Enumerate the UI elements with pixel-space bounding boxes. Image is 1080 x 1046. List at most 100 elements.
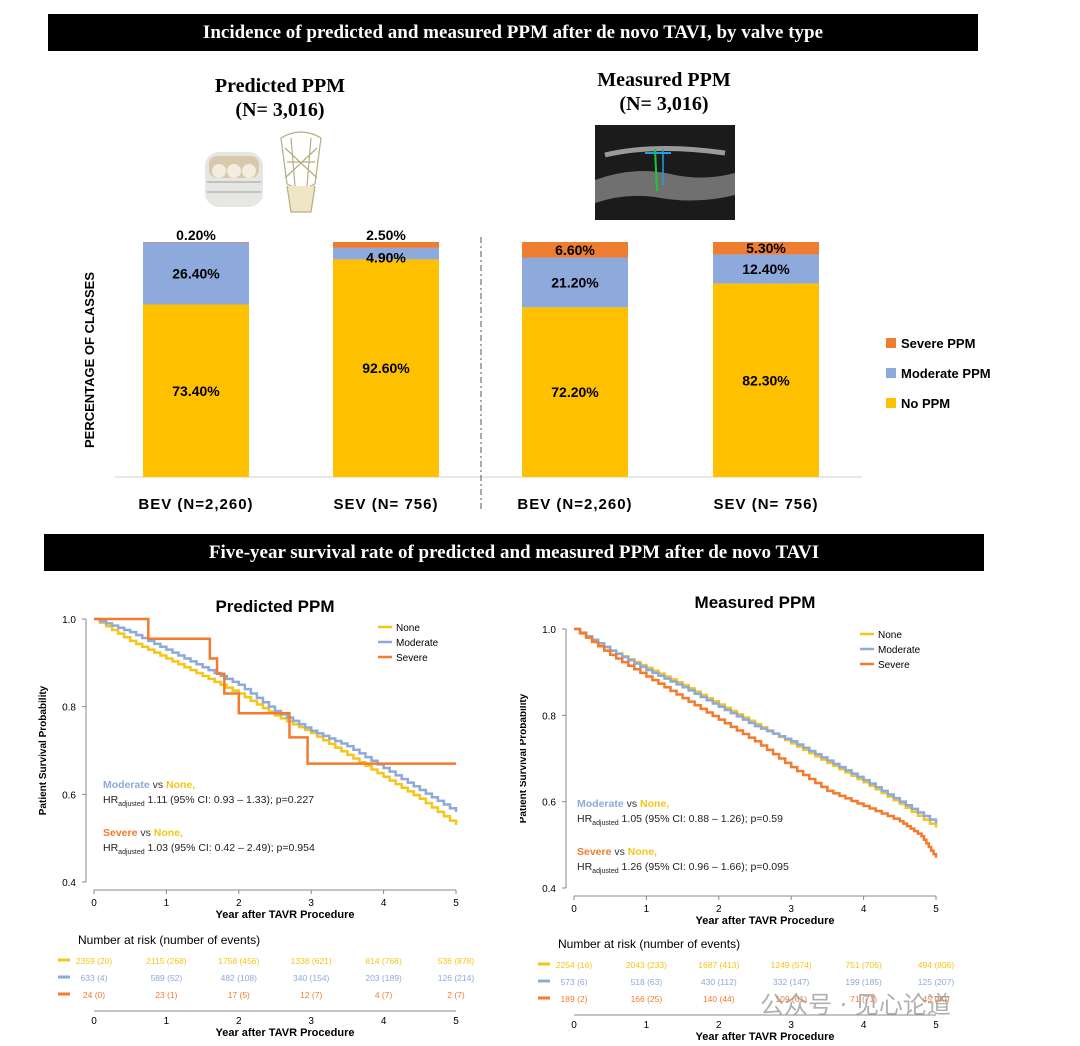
km-x-tick-5: 5 — [933, 904, 939, 915]
bar-label-no-ppm-1: 92.60% — [362, 360, 410, 376]
risk-cell-severe-5: 45 (80) — [923, 994, 950, 1004]
annotation-hr: HR — [103, 842, 119, 854]
km-x-tick-0: 0 — [571, 904, 577, 915]
risk-cell-moderate-5: 125 (207) — [918, 977, 955, 987]
risk-cell-moderate-1: 589 (52) — [151, 973, 183, 983]
km-legend-label-moderate: Moderate — [878, 645, 921, 656]
bar-no-ppm-2 — [522, 307, 628, 477]
annotation-vs: vs — [150, 779, 166, 791]
annotation-hr: HR — [577, 861, 593, 873]
km-series-severe — [94, 617, 456, 765]
km-x-tick-3: 3 — [788, 904, 794, 915]
risk-x-tick-4: 4 — [381, 1016, 387, 1027]
km-series-moderate — [574, 627, 938, 824]
bar-moderate-ppm-2 — [522, 257, 628, 308]
km-y-tick-3: 1.0 — [542, 625, 556, 636]
annotation-head: Moderate — [577, 798, 624, 810]
km-chart-predicted: Predicted PPM 0.4 0.6 0.8 1.0 0 1 2 3 4 5 Year afte… — [38, 597, 475, 1039]
annotation-hr-sub: adjusted — [592, 868, 619, 875]
annotation-vs: vs — [137, 827, 153, 839]
bar-severe-ppm-1 — [333, 242, 439, 248]
risk-cell-severe-1: 166 (25) — [631, 994, 663, 1004]
risk-x-tick-5: 5 — [933, 1020, 939, 1031]
km-x-axis-label: Year after TAVR Procedure — [696, 915, 835, 927]
watermark: 公众号 · 见心论道 — [760, 991, 951, 1019]
bar-no-ppm-1 — [333, 259, 439, 477]
km-y-axis-label: Patient Survival Probability — [38, 685, 49, 815]
km-annotation-2-line1: Severe vs None, — [577, 846, 657, 858]
measured-title: Measured PPM (N= 3,016) — [564, 68, 764, 116]
km-annotation-1-line1: Moderate vs None, — [577, 798, 669, 810]
bar-label-moderate-ppm-1: 4.90% — [366, 250, 406, 266]
risk-cell-severe-4: 4 (7) — [375, 990, 393, 1000]
km-y-axis-label: Patient Survival Probability — [520, 693, 529, 823]
bar-category-label-0: BEV (N=2,260) — [138, 496, 253, 513]
risk-cell-moderate-4: 199 (185) — [845, 977, 882, 987]
risk-cell-severe-1: 23 (1) — [155, 990, 177, 1000]
annotation-hr: HR — [103, 794, 119, 806]
header-banner-incidence: Incidence of predicted and measured PPM … — [48, 14, 978, 51]
annotation-head: Severe — [577, 846, 612, 858]
annotation-vs: vs — [611, 846, 627, 858]
risk-x-tick-0: 0 — [91, 1016, 97, 1027]
risk-cell-moderate-5: 126 (214) — [438, 973, 475, 983]
annotation-ref: None, — [628, 846, 657, 858]
risk-cell-none-2: 1687 (413) — [698, 960, 739, 970]
risk-cell-moderate-0: 633 (4) — [81, 973, 108, 983]
stacked-bar-chart: PERCENTAGE OF CLASSES 73.40% 26.40% 0.20% B… — [82, 227, 991, 513]
km-x-tick-0: 0 — [91, 898, 97, 909]
km-annotation-1-line2: HRadjusted 1.05 (95% CI: 0.88 – 1.26); p… — [577, 813, 783, 827]
risk-x-axis-label: Year after TAVR Procedure — [696, 1031, 835, 1040]
risk-cell-severe-3: 12 (7) — [300, 990, 322, 1000]
annotation-head: Severe — [103, 827, 138, 839]
km-y-tick-1: 0.6 — [62, 790, 76, 801]
risk-cell-none-4: 814 (768) — [365, 956, 402, 966]
bar-label-no-ppm-0: 73.40% — [172, 383, 220, 399]
risk-cell-none-3: 1249 (574) — [771, 960, 812, 970]
risk-cell-none-5: 536 (878) — [438, 956, 475, 966]
km-series-moderate — [94, 617, 458, 812]
bar-category-label-2: BEV (N=2,260) — [517, 496, 632, 513]
predicted-title-text: Predicted PPM — [214, 75, 346, 97]
bar-category-label-1: SEV (N= 756) — [334, 496, 439, 513]
risk-x-tick-1: 1 — [644, 1020, 650, 1031]
self-expanding-valve-image — [280, 131, 322, 213]
annotation-vs: vs — [624, 798, 640, 810]
risk-cell-moderate-2: 482 (108) — [221, 973, 258, 983]
risk-cell-none-4: 751 (706) — [845, 960, 882, 970]
risk-cell-severe-5: 2 (7) — [447, 990, 465, 1000]
km-legend-label-severe: Severe — [878, 660, 910, 671]
bar-category-label-3: SEV (N= 756) — [714, 496, 819, 513]
risk-cell-severe-0: 189 (2) — [561, 994, 588, 1004]
risk-x-tick-1: 1 — [164, 1016, 170, 1027]
risk-x-axis-label: Year after TAVR Procedure — [216, 1027, 355, 1039]
bar-marks: 73.40% 26.40% 0.20% BEV (N=2,260) 92.60% 4.90… — [138, 227, 819, 513]
bar-label-severe-ppm-3: 5.30% — [746, 240, 786, 256]
bar-y-axis-label: PERCENTAGE OF CLASSES — [82, 272, 97, 448]
km-y-tick-1: 0.6 — [542, 798, 556, 809]
bar-severe-ppm-2 — [522, 242, 628, 258]
bar-label-moderate-ppm-2: 21.20% — [551, 274, 599, 290]
km-annotation-2-line2: HRadjusted 1.03 (95% CI: 0.42 – 2.49); p… — [103, 842, 315, 856]
valve-images — [205, 131, 322, 213]
km-y-tick-2: 0.8 — [62, 703, 76, 714]
bar-moderate-ppm-1 — [333, 247, 439, 260]
km-legend-label-none: None — [396, 623, 420, 634]
risk-cell-none-0: 2254 (16) — [556, 960, 593, 970]
annotation-stat: 1.11 (95% CI: 0.93 – 1.33); p=0.227 — [145, 794, 315, 806]
measured-title-text: Measured PPM — [597, 69, 731, 91]
bar-moderate-ppm-0 — [143, 242, 249, 305]
km-annotation-1-line2: HRadjusted 1.11 (95% CI: 0.93 – 1.33); p… — [103, 794, 314, 808]
bar-label-no-ppm-2: 72.20% — [551, 384, 599, 400]
legend-label-2: No PPM — [901, 396, 950, 411]
balloon-valve-image — [205, 152, 263, 207]
risk-cell-none-5: 494 (806) — [918, 960, 955, 970]
risk-cell-severe-2: 17 (5) — [228, 990, 250, 1000]
legend-label-1: Moderate PPM — [901, 366, 991, 381]
legend-swatch-1 — [886, 368, 896, 378]
km-title: Predicted PPM — [215, 597, 334, 616]
annotation-hr-sub: adjusted — [118, 849, 145, 856]
risk-cell-none-3: 1338 (621) — [291, 956, 332, 966]
km-annotation-1-line1: Moderate vs None, — [103, 779, 195, 791]
bar-label-severe-ppm-2: 6.60% — [555, 242, 595, 258]
